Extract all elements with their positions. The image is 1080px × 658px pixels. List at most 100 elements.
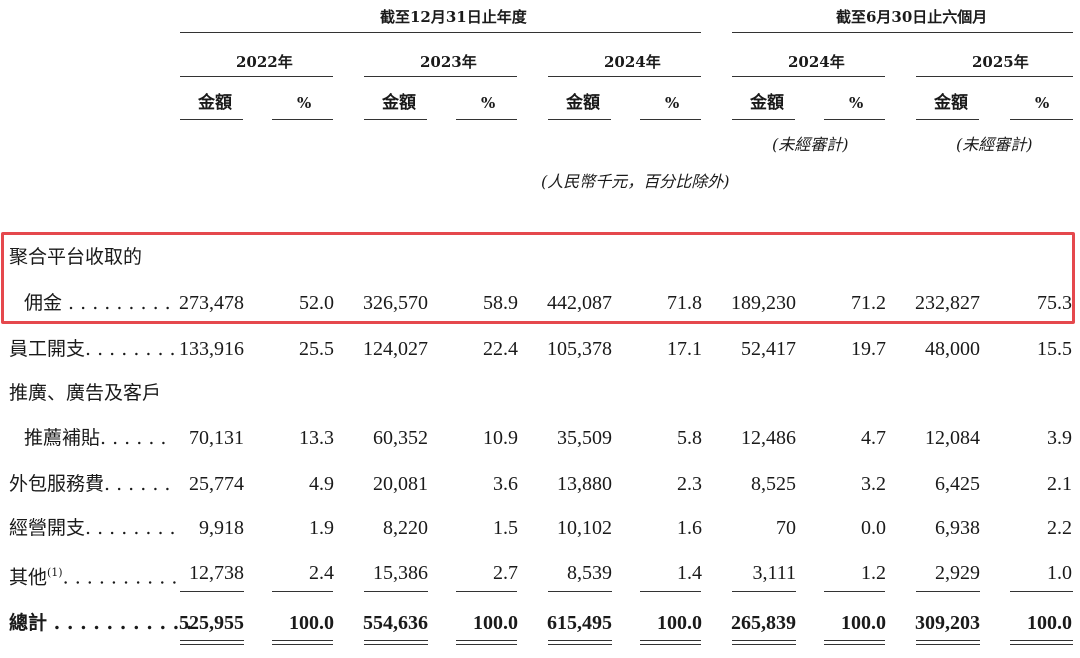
col-amount-2022: 金額 — [198, 93, 232, 113]
cell: 8,525 — [751, 473, 796, 495]
year-rule-2024-h1 — [732, 76, 885, 77]
total-double-rule — [364, 640, 428, 645]
cell: 25,774 — [189, 473, 244, 495]
cell: 3,111 — [752, 562, 796, 584]
cell: 100.0 — [657, 612, 702, 634]
cell: 48,000 — [925, 338, 980, 360]
cell: 133,916 — [179, 338, 244, 360]
row-label-others: 其他(1). . . . . . . . . . — [9, 562, 177, 588]
cell: 25.5 — [299, 338, 334, 360]
cell: 1.9 — [309, 517, 334, 539]
col-amount-rule-2024 — [548, 119, 611, 120]
cell: 52.0 — [299, 292, 334, 314]
total-double-rule — [1010, 640, 1073, 645]
subtotal-rule — [824, 591, 885, 592]
cell: 442,087 — [547, 292, 612, 314]
header-group-annual-rule — [180, 32, 701, 33]
cell: 3.2 — [861, 473, 886, 495]
highlight-box — [1, 232, 1075, 324]
cell: 15,386 — [373, 562, 428, 584]
row-label-commission-line1: 聚合平台收取的 — [9, 246, 143, 268]
subtotal-rule — [916, 591, 980, 592]
cell: 525,955 — [179, 612, 244, 634]
col-pct-rule-2024 — [640, 119, 701, 120]
unit-note: (人民幣千元，百分比除外) — [541, 172, 730, 191]
year-rule-2024 — [548, 76, 701, 77]
year-header-2024: 2024年 — [604, 53, 661, 71]
subtotal-rule — [732, 591, 796, 592]
cell: 1.2 — [861, 562, 886, 584]
col-pct-2025-h1: % — [1035, 94, 1050, 112]
col-amount-rule-2024-h1 — [732, 119, 795, 120]
cell: 52,417 — [741, 338, 796, 360]
row-label-outsourcing: 外包服務費. . . . . . — [9, 473, 171, 495]
col-pct-rule-2022 — [272, 119, 333, 120]
cell: 75.3 — [1037, 292, 1072, 314]
cell: 9,918 — [199, 517, 244, 539]
cell: 2.3 — [677, 473, 702, 495]
col-amount-rule-2023 — [364, 119, 427, 120]
cell: 58.9 — [483, 292, 518, 314]
cell: 19.7 — [851, 338, 886, 360]
cell: 2.4 — [309, 562, 334, 584]
row-label-promotion-line2: 推薦補貼. . . . . . — [24, 427, 167, 449]
cell: 70,131 — [189, 427, 244, 449]
col-amount-2024: 金額 — [566, 93, 600, 113]
footnote-marker: (1) — [47, 566, 63, 579]
subtotal-rule — [548, 591, 612, 592]
row-label-others-dots: . . . . . . . . . . — [62, 566, 178, 589]
cell: 22.4 — [483, 338, 518, 360]
subtotal-rule — [272, 591, 333, 592]
cell: 273,478 — [179, 292, 244, 314]
total-double-rule — [548, 640, 612, 645]
header-group-annual: 截至12月31日止年度 — [380, 8, 527, 26]
cell: 13,880 — [557, 473, 612, 495]
subtotal-rule — [180, 591, 244, 592]
cell: 0.0 — [861, 517, 886, 539]
year-rule-2022 — [180, 76, 333, 77]
year-header-2024-h1: 2024年 — [788, 53, 845, 71]
col-amount-rule-2022 — [180, 119, 243, 120]
cell: 5.8 — [677, 427, 702, 449]
total-double-rule — [180, 640, 244, 645]
row-label-promotion-line1: 推廣、廣告及客戶 — [9, 382, 162, 404]
total-double-rule — [916, 640, 980, 645]
header-group-interim: 截至6月30日止六個月 — [836, 8, 988, 26]
cell: 2,929 — [935, 562, 980, 584]
cell: 10.9 — [483, 427, 518, 449]
cell: 1.5 — [493, 517, 518, 539]
col-pct-2022: % — [297, 94, 312, 112]
row-label-operating: 經營開支. . . . . . . . — [9, 517, 176, 539]
cell: 105,378 — [547, 338, 612, 360]
cell: 4.9 — [309, 473, 334, 495]
row-label-total: 總計 . . . . . . . . . . . — [9, 612, 193, 634]
col-pct-2024-h1: % — [849, 94, 864, 112]
cell: 309,203 — [915, 612, 980, 634]
col-pct-2024: % — [665, 94, 680, 112]
cell: 12,738 — [189, 562, 244, 584]
year-header-2025-h1: 2025年 — [972, 53, 1029, 71]
cell: 60,352 — [373, 427, 428, 449]
total-double-rule — [640, 640, 701, 645]
cell: 1.0 — [1047, 562, 1072, 584]
cell: 6,425 — [935, 473, 980, 495]
subtotal-rule — [364, 591, 428, 592]
col-pct-2023: % — [481, 94, 496, 112]
cell: 4.7 — [861, 427, 886, 449]
cell: 615,495 — [547, 612, 612, 634]
col-amount-2025-h1: 金額 — [934, 93, 968, 113]
total-double-rule — [732, 640, 796, 645]
cell: 2.2 — [1047, 517, 1072, 539]
col-amount-rule-2025-h1 — [916, 119, 979, 120]
cell: 10,102 — [557, 517, 612, 539]
cell: 124,027 — [363, 338, 428, 360]
total-double-rule — [272, 640, 333, 645]
col-amount-2023: 金額 — [382, 93, 416, 113]
subtotal-rule — [456, 591, 517, 592]
year-header-2022: 2022年 — [236, 53, 293, 71]
cell: 3.6 — [493, 473, 518, 495]
total-double-rule — [456, 640, 517, 645]
cell: 100.0 — [841, 612, 886, 634]
cell: 70 — [776, 517, 796, 539]
row-label-others-text: 其他 — [9, 566, 48, 589]
